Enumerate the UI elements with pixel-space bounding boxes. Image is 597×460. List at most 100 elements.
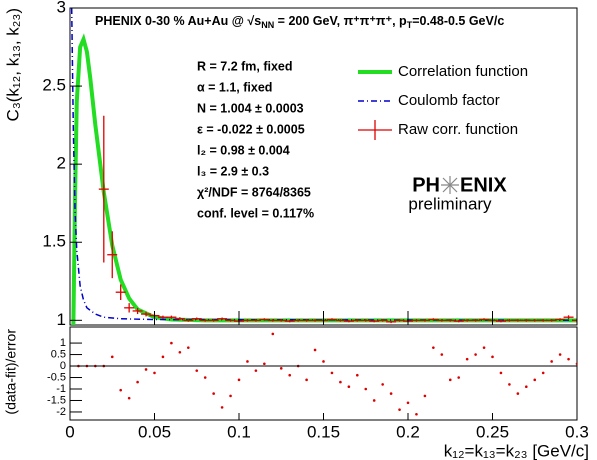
residual-point xyxy=(465,357,469,361)
residual-point xyxy=(330,371,334,375)
residual-point xyxy=(195,369,199,372)
y-axis-label: (data-fit)/error xyxy=(3,329,19,415)
y-tick-label: 3 xyxy=(57,0,66,16)
x-tick-label: 0.2 xyxy=(396,422,420,441)
y-tick-label: 1 xyxy=(57,310,66,329)
residual-point xyxy=(372,399,376,402)
legend-label: Correlation function xyxy=(398,63,528,80)
fit-parameter: ε = -0.022 ± 0.0005 xyxy=(197,122,305,136)
residual-point xyxy=(254,369,258,372)
fit-parameter: R = 7.2 fm, fixed xyxy=(197,59,293,73)
residual-point xyxy=(187,346,190,349)
residual-point xyxy=(203,376,207,379)
y-tick-label: 0 xyxy=(60,360,66,372)
x-tick-label: 0.3 xyxy=(565,422,589,441)
residual-point xyxy=(474,353,477,356)
residual-point xyxy=(356,373,359,377)
residual-point xyxy=(541,371,545,375)
residual-point xyxy=(482,346,486,349)
residual-point xyxy=(339,380,342,384)
residual-point xyxy=(347,385,351,389)
residual-point xyxy=(364,387,368,391)
fit-parameter: l₂ = 0.98 ± 0.004 xyxy=(197,143,290,157)
fit-parameter: N = 1.004 ± 0.0003 xyxy=(197,101,304,115)
y-tick-label: 2.5 xyxy=(42,76,66,95)
residual-point xyxy=(575,362,577,366)
residual-point xyxy=(170,341,173,345)
residual-point xyxy=(381,383,384,386)
fit-parameter: l₃ = 2.9 ± 0.3 xyxy=(197,164,269,178)
residual-point xyxy=(220,406,224,409)
fit-parameter: α = 1.1, fixed xyxy=(197,80,272,94)
y-tick-label: -1.5 xyxy=(47,394,66,406)
y-tick-label: 0.5 xyxy=(51,348,66,360)
x-tick-label: 0.25 xyxy=(476,422,509,441)
plot-area xyxy=(77,332,577,416)
residual-point xyxy=(550,360,553,363)
residual-point xyxy=(525,385,528,389)
y-tick-label: 1.5 xyxy=(42,232,66,251)
residual-point xyxy=(119,388,122,392)
residual-point xyxy=(212,392,215,395)
residual-point xyxy=(533,378,537,382)
residual-point xyxy=(558,353,562,356)
x-tick-label: 0.05 xyxy=(138,422,171,441)
x-tick-label: 0 xyxy=(65,422,74,441)
line xyxy=(70,8,577,322)
y-tick-label: -0.5 xyxy=(47,371,66,383)
residual-point xyxy=(153,371,156,375)
residual-point xyxy=(322,360,325,363)
residual-point xyxy=(136,380,139,384)
residual-point xyxy=(288,373,292,377)
residual-point xyxy=(279,367,283,370)
residual-point xyxy=(229,394,232,398)
logo-star xyxy=(441,176,459,194)
residual-point xyxy=(398,408,401,411)
residual-point xyxy=(567,357,570,361)
title-part: = 200 GeV, π⁺π⁺π⁺, p xyxy=(274,14,407,28)
top-frame xyxy=(69,7,578,326)
residual-point xyxy=(516,392,520,395)
plot-area xyxy=(70,8,577,325)
x-axis-label: k₁₂=k₁₃=k₂₃ [GeV/c] xyxy=(444,441,589,460)
y-tick-label: -1 xyxy=(56,383,66,395)
residual-point xyxy=(127,396,131,400)
title-part: T xyxy=(407,20,413,30)
residual-point xyxy=(432,346,435,349)
title-part: NN xyxy=(261,20,274,30)
residual-point xyxy=(263,362,266,366)
residual-point xyxy=(246,360,249,363)
residual-point xyxy=(305,378,308,382)
residual-point xyxy=(144,368,148,371)
residual-point xyxy=(440,353,444,356)
residual-point xyxy=(423,394,427,398)
residual-point xyxy=(161,355,165,359)
y-tick-label: 1 xyxy=(60,337,66,349)
residual-point xyxy=(110,355,114,359)
y-tick-label: -2 xyxy=(56,406,66,418)
y-axis-label: C₃(k₁₂, k₁₃, k₂₃) xyxy=(3,8,22,121)
logo-subtitle: preliminary xyxy=(408,194,492,213)
residual-point xyxy=(313,348,317,352)
residual-point xyxy=(448,378,452,382)
residual-point xyxy=(457,376,461,379)
x-tick-label: 0.15 xyxy=(307,422,340,441)
title-part: PHENIX 0-30 % Au+Au @ √s xyxy=(95,14,261,28)
x-tick-label: 0.1 xyxy=(227,422,251,441)
residual-point xyxy=(178,350,182,354)
residual-point xyxy=(491,355,494,359)
legend-label: Raw corr. function xyxy=(398,121,518,138)
logo-text: ENIX xyxy=(460,174,507,196)
fit-parameter: χ²/NDF = 8764/8365 xyxy=(197,185,311,199)
logo-text: PH xyxy=(412,174,440,196)
residual-point xyxy=(406,401,410,405)
residual-point xyxy=(271,332,275,336)
residual-point xyxy=(237,378,241,382)
residual-point xyxy=(389,392,393,395)
residual-point xyxy=(499,371,503,375)
residual-point xyxy=(508,383,511,386)
residual-point xyxy=(415,412,418,416)
legend-label: Coulomb factor xyxy=(398,92,500,109)
title-part: =0.48-0.5 GeV/c xyxy=(412,14,504,28)
